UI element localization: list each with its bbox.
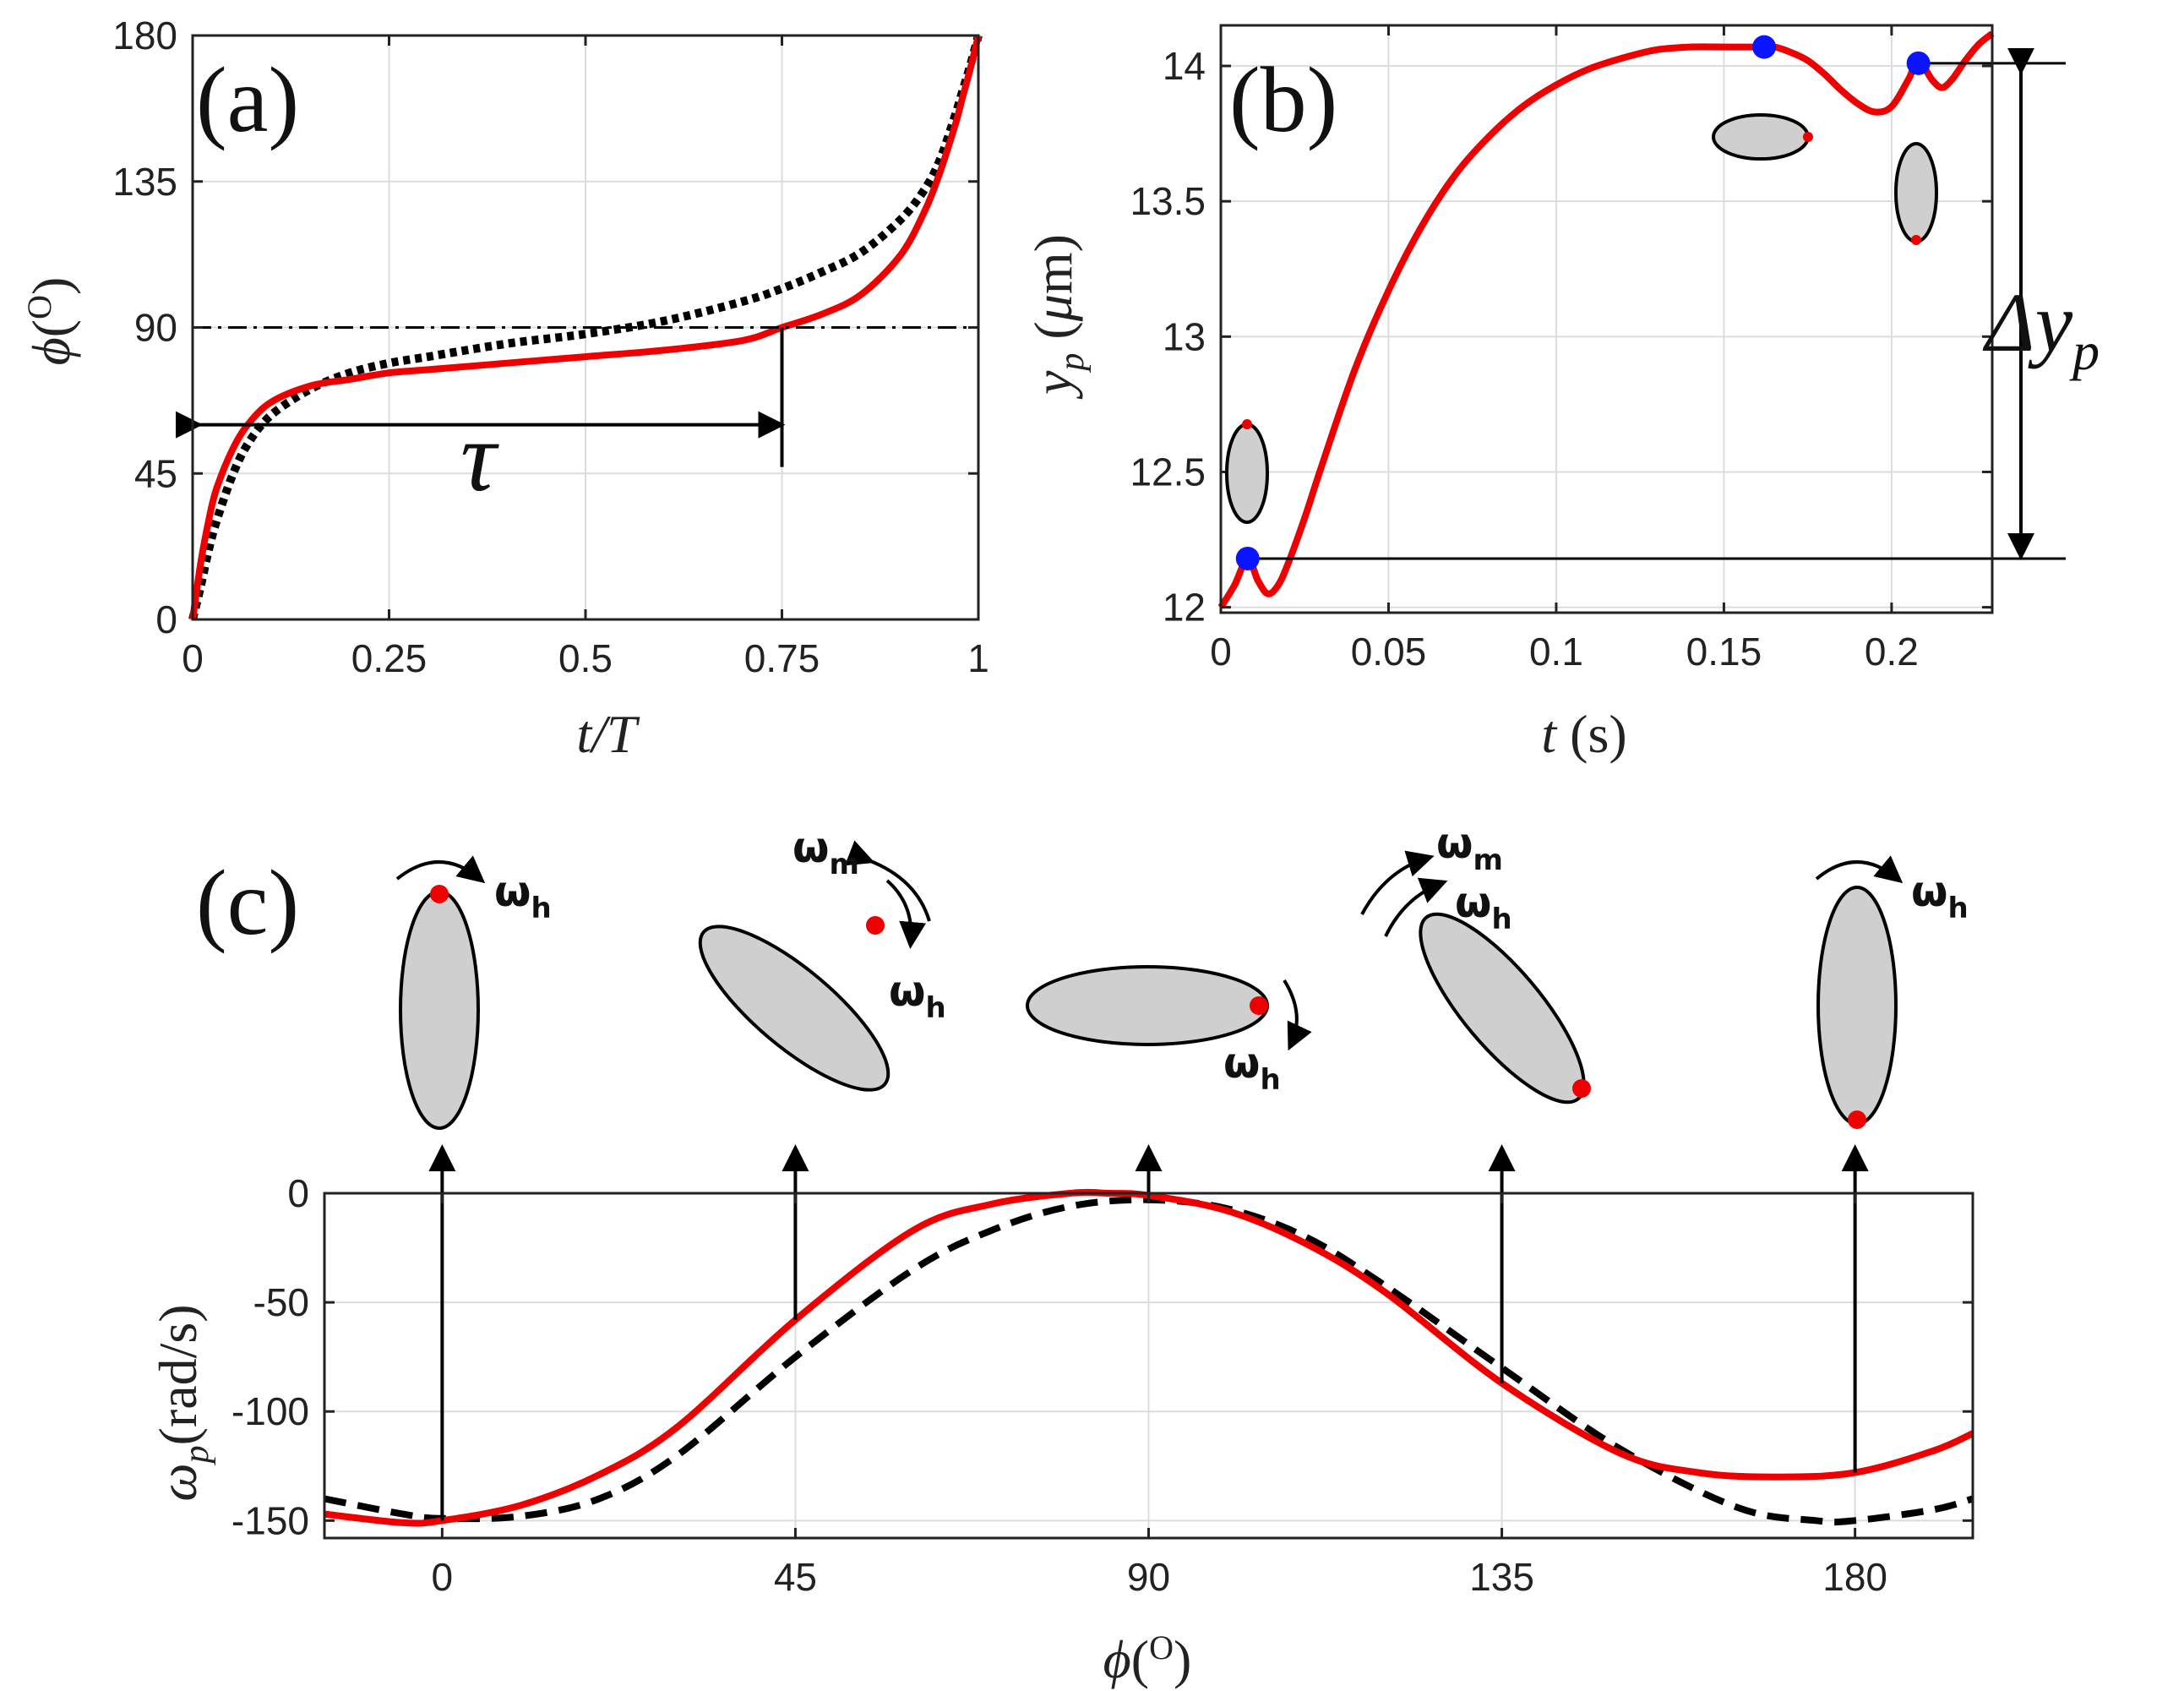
panel-c-xtick-label-3: 135 [1469,1555,1534,1599]
panel-a-series-red-solid [189,35,982,620]
panel-b-y-tick-labels: 12 12.5 13 13.5 14 [1130,44,1992,630]
panel-c-ytick-label-3: 0 [287,1171,309,1215]
panel-b-ytick-label-2: 13 [1163,314,1206,358]
ellipse-phi-45-marker [866,916,885,935]
panel-b-ylabel: yp (μm) [1023,234,1092,400]
panel-c-xtick-label-0: 0 [432,1555,454,1599]
tau-label: τ [460,401,499,512]
panel-c-ytick-label-2: -50 [253,1280,309,1324]
omega-m-arrow-2 [1360,850,1435,915]
panel-c-xtick-label-2: 90 [1127,1555,1170,1599]
panel-a-series [188,34,983,621]
panel-a-xtick-label-2: 0.5 [558,636,613,680]
panel-b-xtick-label-2: 0.1 [1529,630,1583,674]
panel-b-xtick-label-0: 0 [1210,630,1232,674]
panel-c-xtick-label-1: 45 [774,1555,817,1599]
panel-c-label: (c) [196,851,299,954]
panel-a-ytick-label-4: 180 [112,14,177,57]
omega-m-label-1: ωm [792,823,859,881]
panel-b-plot-area [1221,25,1992,613]
panel-c-ylabel: ωp(rad/s) [148,1304,216,1501]
panel-b-blue-marker-0 [1235,546,1260,570]
panel-b-grid [1220,25,1992,613]
panel-b-ellipse-vertical-start [1225,419,1269,524]
panel-b-blue-marker-2 [1906,51,1931,75]
panel-b-ytick-label-4: 14 [1163,44,1206,88]
panel-b-frame [1219,24,1994,614]
ellipse-phi-135 [1419,912,1586,1105]
ellipse-phi-90: ωh [1026,965,1312,1097]
panel-a-ytick-label-3: 135 [112,160,177,204]
panel-c-xlabel: ϕ(O) [1103,1628,1192,1689]
panel-a: 0 0.25 0.5 0.75 1 0 45 90 135 180 (a) τ t/T ϕ(O) [20,14,989,764]
panel-b: 0 0.05 0.1 0.15 0.2 12 12.5 13 13.5 14 (b) Δyp t… [1023,24,2100,764]
omega-h-arrow-2 [885,879,927,949]
panel-b-ytick-label-3: 13.5 [1130,179,1206,223]
panel-a-series-black-dotted [188,34,983,621]
panel-a-label: (a) [196,48,299,151]
panel-c-arrows [428,1144,1869,1521]
ellipse-phi-180: ωh [1815,855,1969,1129]
panel-b-ytick-label-1: 12.5 [1130,450,1206,494]
panel-b-ellipse-horizontal [1712,113,1813,161]
panel-b-markers [1235,35,1931,570]
omega-h-label-2: ωh [889,967,946,1025]
panel-b-blue-marker-1 [1752,35,1777,59]
panel-a-xtick-label-1: 0.25 [351,636,428,680]
panel-a-xtick-label-3: 0.75 [744,636,820,680]
panel-b-xtick-label-1: 0.05 [1351,630,1427,674]
panel-b-label: (b) [1229,48,1337,151]
panel-a-y-tick-labels: 0 45 90 135 180 [112,14,978,641]
panel-b-ytick-label-0: 12 [1163,586,1206,630]
omega-h-label-4: ωh [1455,878,1512,936]
panel-a-xlabel: t/T [576,704,640,764]
panel-a-ytick-label-0: 0 [155,597,177,641]
panel-a-ylabel: ϕ(O) [20,277,81,366]
omega-h-label-3: ωh [1223,1039,1281,1097]
omega-m-label-2: ωm [1436,819,1503,877]
panel-a-xtick-label-4: 1 [967,636,989,680]
panel-a-tau-annotation [176,327,786,467]
panel-c: 0 45 90 135 180 -150 -100 -50 0 (c) ϕ(O) ωp(rad… [148,819,1974,1689]
panel-a-x-tick-labels: 0 0.25 0.5 0.75 1 [182,35,989,680]
panel-c-xtick-label-4: 180 [1822,1555,1887,1599]
panel-a-xtick-label-0: 0 [182,636,204,680]
omega-h-arrow-4 [1384,877,1448,937]
panel-b-xtick-label-4: 0.2 [1865,630,1919,674]
panel-b-xtick-label-3: 0.15 [1686,630,1762,674]
panel-c-ytick-label-0: -150 [231,1498,309,1542]
omega-h-label-5: ωh [1911,867,1969,925]
omega-h-label-1: ωh [494,867,552,925]
panel-b-ellipse-vertical-end [1894,142,1938,245]
ellipse-phi-135-marker [1572,1079,1591,1098]
ellipse-phi-45 [698,925,890,1092]
panel-a-ytick-label-2: 90 [134,306,177,350]
panel-c-x-tick-labels: 0 45 90 135 180 [432,1193,1887,1599]
panel-c-y-tick-labels: -150 -100 -50 0 [231,1171,1973,1542]
svg-text:ωp(rad/s): ωp(rad/s) [148,1304,216,1501]
panel-b-x-tick-labels: 0 0.05 0.1 0.15 0.2 [1210,25,1919,674]
panel-c-ytick-label-1: -100 [231,1389,309,1433]
omega-m-arrow-1 [844,840,931,922]
panel-b-xlabel: t (s) [1541,704,1626,764]
panel-a-ytick-label-1: 45 [134,451,177,495]
delta-yp-label: Δyp [1982,275,2100,381]
ellipse-phi-0: ωh [395,855,552,1130]
svg-text:ϕ(O): ϕ(O) [20,277,81,366]
svg-text:yp (μm): yp (μm) [1023,234,1092,400]
